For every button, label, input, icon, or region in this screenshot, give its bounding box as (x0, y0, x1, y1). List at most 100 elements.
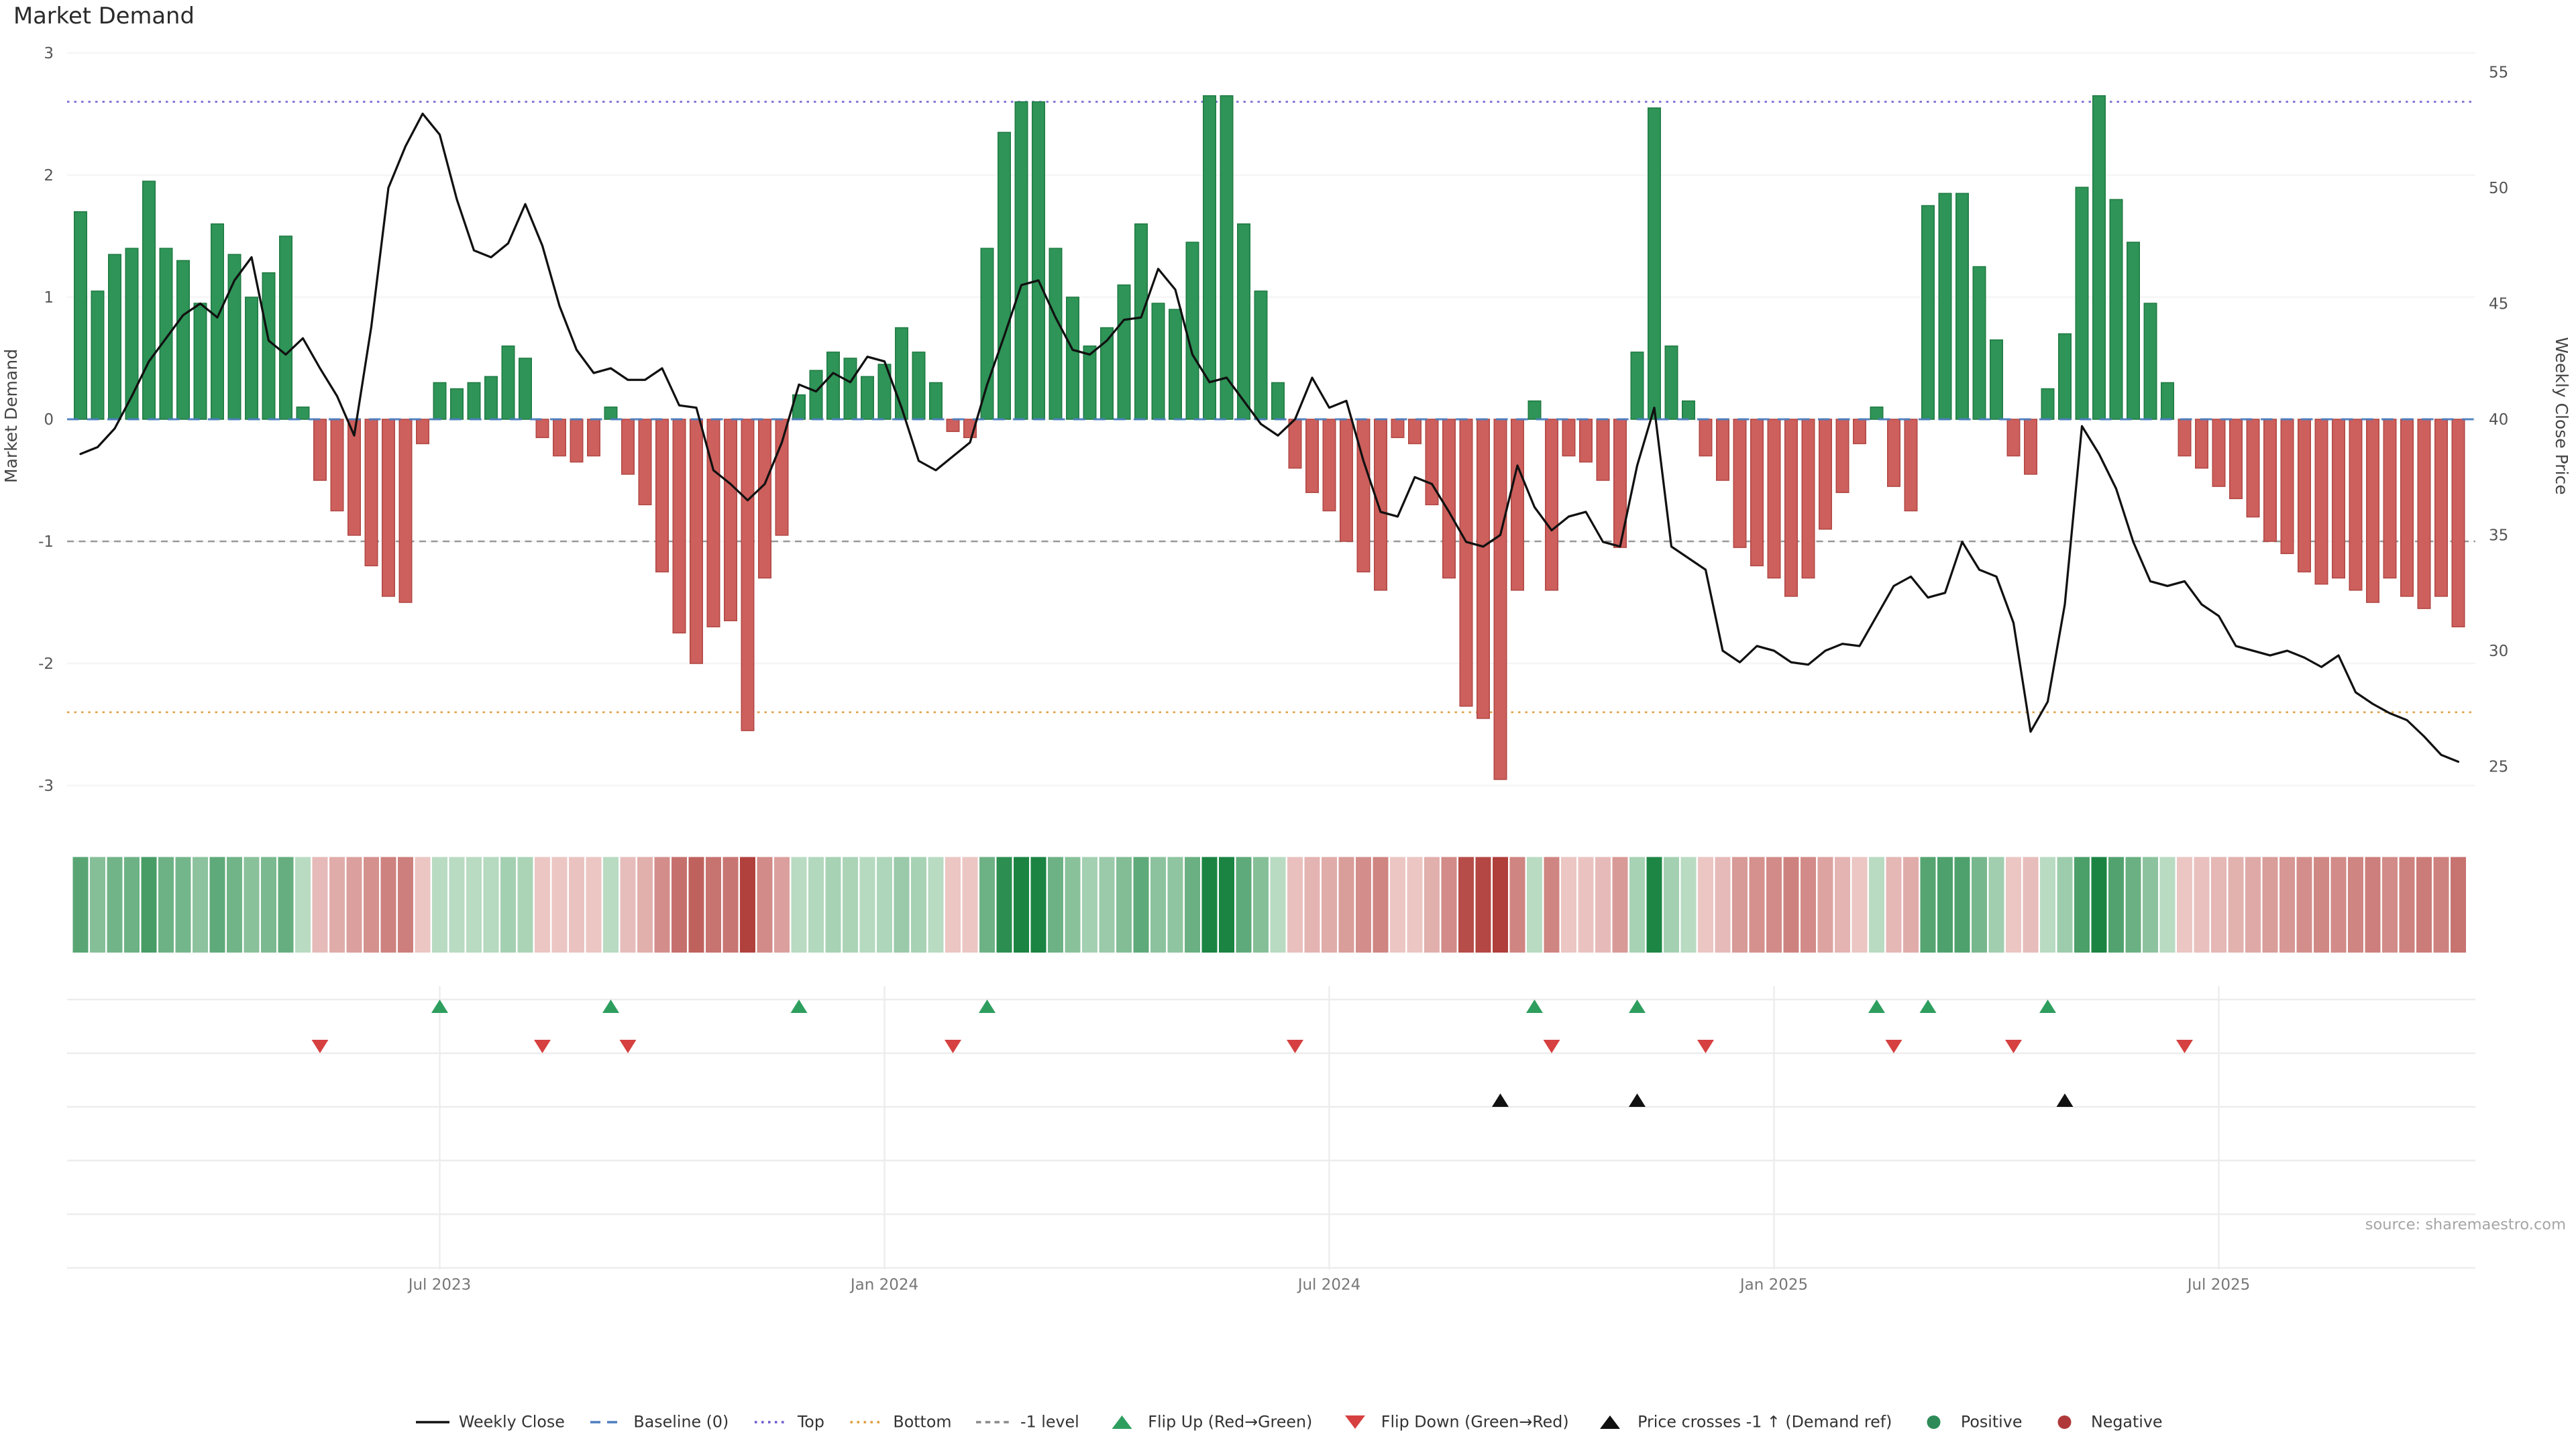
heatmap-cell (1270, 857, 1286, 953)
legend-label: Positive (1960, 1413, 2023, 1432)
left-axis-tick: -3 (38, 777, 54, 795)
demand-bar-positive (2143, 303, 2157, 420)
heatmap-cell (1732, 857, 1748, 953)
demand-bar-positive (501, 345, 515, 420)
heatmap-cell (2262, 857, 2278, 953)
legend-item-bottom: Bottom (848, 1412, 952, 1432)
demand-bar-negative (2434, 419, 2449, 597)
demand-bar-negative (313, 419, 327, 481)
demand-bar-negative (2263, 419, 2277, 542)
demand-bar-negative (1322, 419, 1336, 512)
demand-bar-negative (1459, 419, 1473, 707)
flip-down-marker (619, 1040, 637, 1053)
heatmap-cell (1886, 857, 1902, 953)
demand-bar-positive (1989, 339, 2003, 420)
demand-bar-negative (1767, 419, 1781, 579)
demand-bar-positive (1271, 382, 1285, 420)
demand-bar-positive (296, 407, 310, 420)
heatmap-cell (346, 857, 362, 953)
legend-item-price-crosses-1-demand-ref: Price crosses -1 ↑ (Demand ref) (1593, 1412, 1892, 1432)
legend-label: -1 level (1020, 1413, 1079, 1432)
demand-bar-negative (2298, 419, 2312, 573)
heatmap-cell (1493, 857, 1508, 953)
flip-down-marker (1885, 1040, 1902, 1053)
heatmap-cell (1903, 857, 1919, 953)
demand-bar-positive (1203, 95, 1217, 420)
demand-bar-negative (1733, 419, 1747, 548)
demand-bar-positive (467, 382, 481, 420)
legend-label: Weekly Close (458, 1413, 565, 1432)
demand-bar-positive (125, 248, 139, 420)
flip-up-marker (1629, 1000, 1646, 1013)
price-cross-marker (2056, 1093, 2074, 1107)
heatmap-cell (706, 857, 721, 953)
legend-item-flip-up-red-green: Flip Up (Red→Green) (1103, 1412, 1312, 1432)
source-note: source: sharemaestro.com (2365, 1216, 2566, 1234)
demand-bar-negative (381, 419, 395, 597)
heatmap-cell (962, 857, 978, 953)
heatmap-cell (774, 857, 790, 953)
demand-bar-positive (1664, 345, 1678, 420)
heatmap-cell (2296, 857, 2312, 953)
heatmap-cell (2228, 857, 2244, 953)
heatmap-cell (2416, 857, 2432, 953)
heatmap-cell (312, 857, 328, 953)
demand-bar-positive (1972, 266, 1986, 420)
price-line-layer (79, 112, 2460, 763)
demand-bar-negative (1391, 419, 1405, 439)
demand-bar-positive (1168, 309, 1182, 420)
demand-bar-positive (159, 248, 173, 420)
heatmap-cell (1185, 857, 1201, 953)
heatmap-cell (1920, 857, 1936, 953)
demand-bar-positive (519, 358, 533, 420)
demand-bar-positive (245, 297, 259, 420)
heatmap-cell (1322, 857, 1337, 953)
heatmap-cell (415, 857, 431, 953)
heatmap-cell (1201, 857, 1218, 953)
demand-bar-negative (416, 419, 430, 445)
demand-bars-layer (73, 95, 2465, 780)
demand-bar-negative (672, 419, 686, 634)
demand-bar-negative (1477, 419, 1491, 719)
demand-bar-negative (570, 419, 584, 463)
heatmap-cell (193, 857, 208, 953)
flip-down-marker (1697, 1040, 1714, 1053)
heatmap-cell (1150, 857, 1166, 953)
legend-swatch-fine-dash-icon (977, 1421, 1011, 1424)
heatmap-cell (2330, 857, 2347, 953)
heatmap-cell (1578, 857, 1594, 953)
heatmap-cell (1801, 857, 1816, 953)
legend-swatch-dotted-icon (849, 1421, 883, 1424)
heatmap-cell (1988, 857, 2004, 953)
x-axis-tick: Jul 2024 (1297, 1277, 1361, 1294)
flip-up-marker (2039, 1000, 2056, 1013)
heatmap-cell (1424, 857, 1440, 953)
heatmap-cell (1698, 857, 1713, 953)
heatmap-cell (449, 857, 465, 953)
left-axis-tick: 1 (44, 289, 54, 307)
heatmap-cell (1048, 857, 1063, 953)
heatmap-cell (364, 857, 379, 953)
demand-bar-negative (535, 419, 549, 439)
heatmap-cell (2006, 857, 2021, 953)
demand-bar-positive (912, 352, 926, 420)
heatmap-cell (1851, 857, 1868, 953)
heatmap-cell (278, 857, 294, 953)
heatmap-cell (620, 857, 636, 953)
heatmap-cell (107, 857, 123, 953)
heatmap-cell (1287, 857, 1303, 953)
demand-bar-negative (1545, 419, 1559, 591)
heatmap-cell (569, 857, 585, 953)
demand-bar-negative (2400, 419, 2414, 597)
demand-bar-negative (723, 419, 737, 622)
heatmap-cell (1338, 857, 1354, 953)
heatmap-cell (1065, 857, 1081, 953)
heatmap-cell (2279, 857, 2295, 953)
heatmap-cell (603, 857, 619, 953)
demand-bar-negative (1835, 419, 1849, 493)
demand-bar-positive (2075, 186, 2089, 420)
demand-bar-negative (2417, 419, 2431, 609)
demand-bar-negative (2246, 419, 2260, 518)
demand-bar-negative (2451, 419, 2465, 628)
demand-bar-positive (211, 223, 225, 420)
